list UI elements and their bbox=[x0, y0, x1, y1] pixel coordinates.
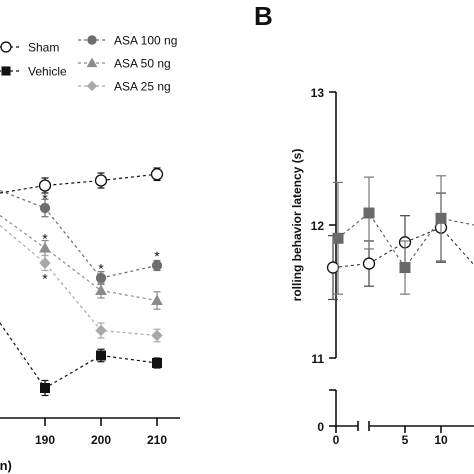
panel-a-significance-mark: * bbox=[42, 191, 48, 207]
panel-a-series-line-sham bbox=[0, 173, 158, 194]
panel-a-series-line-asa-50-ng bbox=[0, 215, 158, 302]
panel-a-point-asa-25-ng bbox=[39, 257, 51, 269]
panel-a-line-chart: 0190200210in)***** bbox=[0, 167, 180, 473]
panel-a-point-sham bbox=[38, 179, 52, 192]
panel-b-series-line-vehicle bbox=[337, 212, 474, 269]
panel-b-line-chart: 13 12 11 00 5 10 rolling behavior latency (s) bbox=[290, 86, 474, 447]
panel-b-letter: B bbox=[254, 1, 273, 31]
panel-b-x-tick-label: 5 bbox=[402, 433, 409, 447]
panel-a-point-asa-50-ng bbox=[95, 284, 107, 295]
panel-a-x-tick-label: 190 bbox=[35, 433, 55, 447]
legend-marker-vehicle bbox=[1, 66, 11, 76]
panel-b-point-vehicle bbox=[332, 232, 344, 244]
panel-a-point-asa-25-ng bbox=[151, 329, 163, 342]
panel-a-significance-mark: * bbox=[42, 271, 48, 287]
legend-label-asa-100-ng: ASA 100 ng bbox=[114, 34, 177, 48]
panel-a-x-label: in) bbox=[0, 458, 12, 473]
panel-a-point-vehicle bbox=[96, 350, 106, 361]
panel-a-point-vehicle bbox=[40, 383, 50, 393]
legend-marker-asa-100-ng bbox=[87, 35, 97, 45]
panel-a-x-tick-label: 210 bbox=[147, 433, 167, 447]
legend-label-asa-50-ng: ASA 50 ng bbox=[114, 57, 171, 71]
legend: Sham Vehicle ASA 100 ng ASA 50 ng ASA 25 ng bbox=[0, 34, 177, 94]
panel-a-significance-mark: * bbox=[98, 261, 104, 277]
panel-a-point-vehicle bbox=[152, 358, 162, 368]
panel-a-point-asa-50-ng bbox=[39, 241, 51, 253]
panel-a-point-asa-100-ng bbox=[151, 260, 163, 271]
panel-b-y-label: rolling behavior latency (s) bbox=[290, 149, 304, 302]
panel-b-point-vehicle bbox=[363, 207, 375, 219]
panel-b-y-tick-label: 0 bbox=[317, 420, 324, 434]
panel-a-series-line-asa-100-ng bbox=[0, 189, 158, 279]
legend-marker-asa-50-ng bbox=[86, 57, 98, 68]
panel-b-point-vehicle bbox=[399, 262, 411, 274]
panel-b-point-vehicle bbox=[435, 212, 447, 224]
panel-a-point-sham bbox=[94, 174, 108, 187]
panel-a-point-asa-50-ng bbox=[151, 294, 163, 305]
panel-a-point-sham bbox=[150, 168, 164, 181]
panel-a-significance-mark: * bbox=[42, 231, 48, 247]
legend-label-vehicle: Vehicle bbox=[28, 65, 67, 79]
panel-b-y-tick-label: 11 bbox=[311, 352, 324, 366]
panel-a-x-tick-label: 200 bbox=[91, 433, 111, 447]
legend-label-sham: Sham bbox=[28, 41, 59, 55]
panel-b-x-tick-label: 0 bbox=[333, 433, 340, 447]
panel-b-x-tick-label: 10 bbox=[434, 433, 448, 447]
panel-b-y-tick-label: 12 bbox=[311, 219, 325, 233]
panel-a-significance-mark: * bbox=[154, 248, 160, 264]
panel-a-point-asa-25-ng bbox=[95, 324, 107, 337]
legend-marker-sham bbox=[0, 41, 12, 53]
legend-label-asa-25-ng: ASA 25 ng bbox=[114, 80, 171, 94]
legend-marker-asa-25-ng bbox=[86, 80, 98, 92]
panel-b-point-sham bbox=[362, 257, 376, 270]
panel-a-series-line-vehicle bbox=[0, 322, 158, 389]
panel-a-point-asa-100-ng bbox=[39, 202, 51, 214]
panel-b-y-tick-label: 13 bbox=[311, 86, 325, 100]
panel-a-series-line-asa-25-ng bbox=[0, 225, 158, 337]
panel-b-point-sham bbox=[326, 261, 340, 274]
